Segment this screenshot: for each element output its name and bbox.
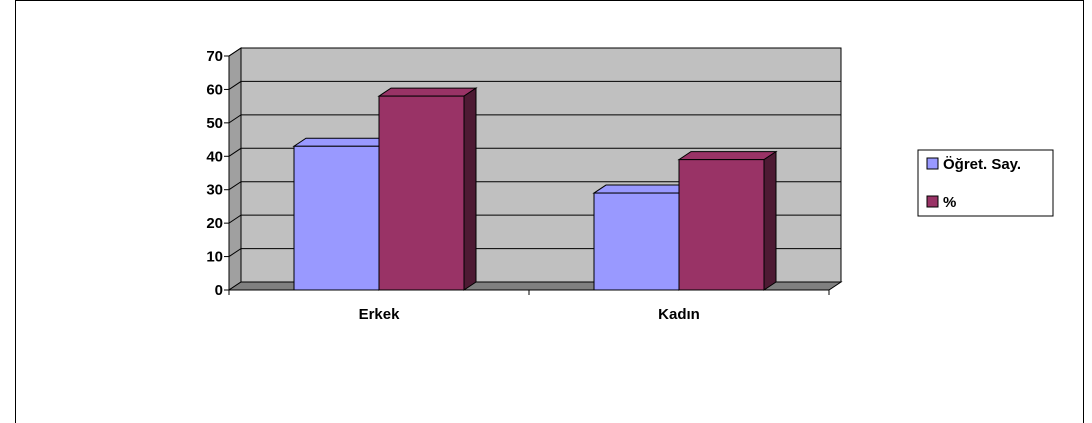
y-tick-label: 40 (206, 148, 223, 165)
y-tick-label: 60 (206, 81, 223, 98)
y-tick-label: 0 (215, 282, 223, 299)
x-category-label: Erkek (359, 306, 401, 323)
gridline (228, 114, 841, 124)
y-tick-label: 10 (206, 249, 223, 266)
gridline (228, 47, 841, 57)
y-tick-label: 20 (206, 215, 223, 232)
bar-percent-kadın (677, 150, 778, 291)
x-category-label: Kadın (658, 306, 700, 323)
bar-ogret-say-erkek (292, 137, 393, 291)
gridline (228, 80, 841, 90)
axes: 0 10 20 30 40 50 60 70 Erkek Kadın (206, 48, 830, 323)
legend-label-ogret-say: Öğret. Say. (943, 156, 1021, 173)
bars (292, 87, 778, 291)
legend-swatch-percent (926, 195, 939, 208)
plot-side-wall (228, 47, 242, 291)
legend-label-percent: % (943, 194, 956, 211)
y-tick-label: 70 (206, 48, 223, 65)
bar-ogret-say-kadın (592, 184, 693, 291)
bar-percent-erkek (377, 87, 478, 291)
legend-swatch-ogret-say (926, 157, 939, 170)
gridline (228, 147, 841, 157)
legend: Öğret. Say. % (917, 149, 1054, 217)
y-tick-label: 30 (206, 182, 223, 199)
legend-box (917, 149, 1054, 217)
y-tick-label: 50 (206, 115, 223, 132)
gridline (228, 181, 841, 191)
chart-frame (15, 0, 1084, 423)
